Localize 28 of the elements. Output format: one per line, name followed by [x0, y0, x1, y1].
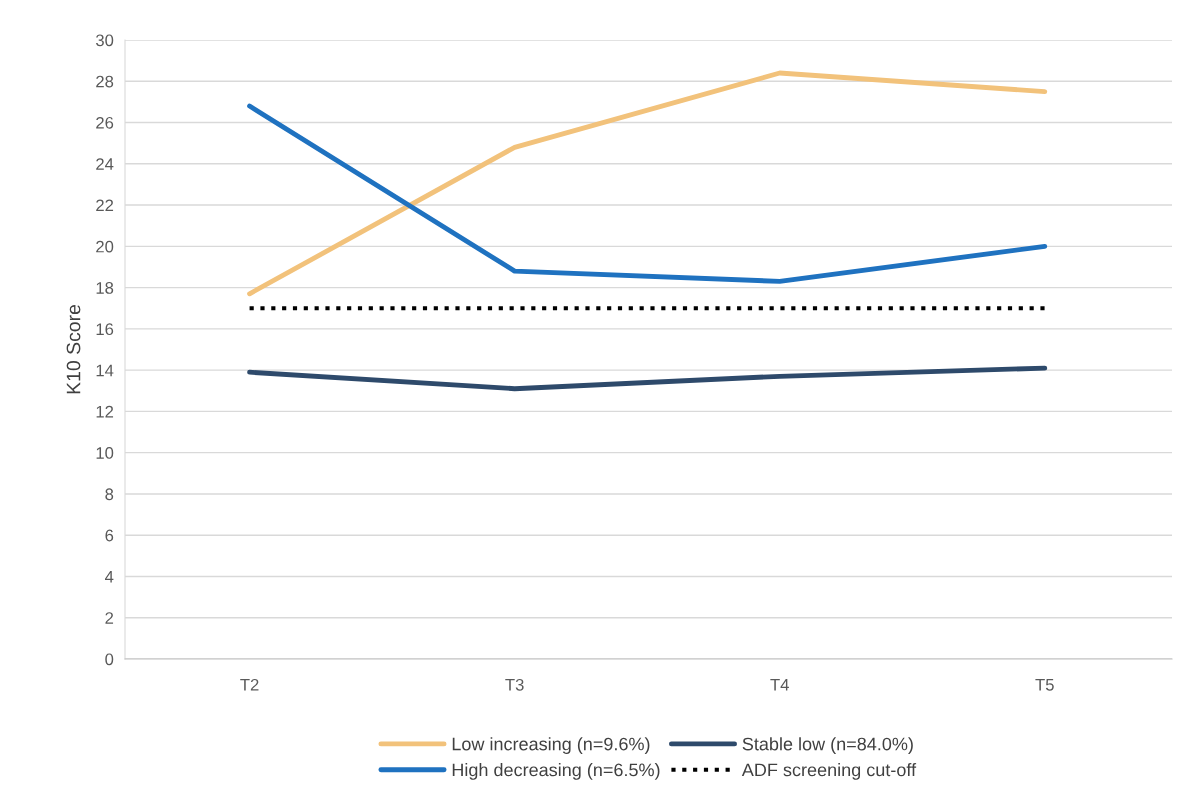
line-series — [247, 70, 1048, 297]
y-tick-label: 28 — [96, 75, 114, 88]
legend-label: ADF screening cut-off — [741, 763, 917, 780]
y-axis-title: K10 Score — [66, 304, 81, 394]
y-tick-label: 4 — [105, 571, 114, 583]
y-tick-label: 12 — [96, 405, 114, 418]
y-tick-label: 22 — [96, 199, 114, 212]
y-tick-label: 2 — [105, 612, 114, 624]
line-series — [247, 365, 1048, 392]
y-tick-label: 6 — [105, 529, 114, 542]
x-tick-label: T3 — [505, 678, 524, 691]
x-tick-label: T2 — [240, 678, 259, 691]
y-tick-label: 26 — [96, 116, 114, 129]
y-tick-label: 18 — [96, 282, 114, 294]
y-tick-label: 30 — [95, 34, 114, 47]
x-tick-label: T5 — [1035, 679, 1054, 691]
y-tick-label: 8 — [105, 488, 114, 501]
y-tick-label: 14 — [96, 364, 114, 377]
y-tick-label: 20 — [96, 240, 114, 253]
legend-label: High decreasing (n=6.5%) — [452, 763, 660, 780]
legend-label: Low increasing (n=9.6%) — [452, 737, 650, 754]
y-tick-label: 10 — [96, 447, 114, 459]
y-tick-label: 24 — [96, 158, 114, 170]
y-tick-label: 16 — [96, 323, 114, 336]
legend-label: Stable low (n=84.0%) — [742, 737, 913, 754]
line-series — [247, 103, 1048, 284]
y-tick-label: 0 — [105, 653, 114, 666]
x-tick-label: T4 — [770, 679, 789, 691]
